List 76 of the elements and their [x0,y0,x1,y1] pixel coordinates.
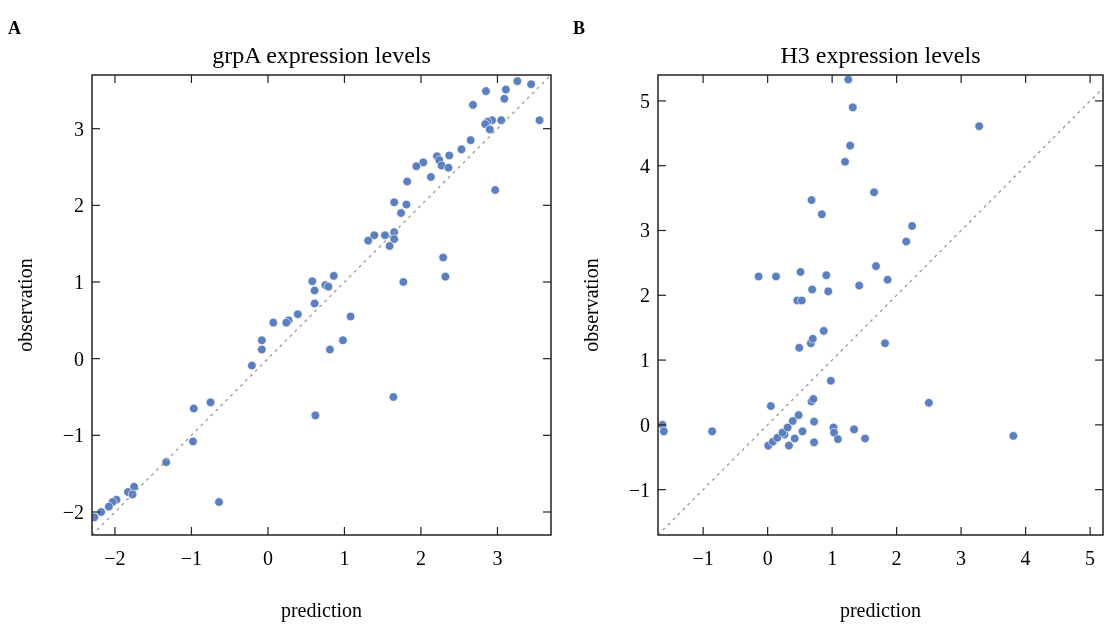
point [784,440,794,451]
x-tick-label: 4 [1020,547,1031,569]
point [797,426,808,436]
point [754,271,764,282]
y-axis-title: observation [14,258,36,352]
point [826,376,836,386]
y-tick-label: 1 [640,349,650,372]
y-tick-label: 2 [74,194,84,217]
y-tick-label: 1 [74,271,84,293]
point [833,434,843,444]
point [766,401,776,411]
y-axis-title: observation [580,258,602,352]
x-tick-label: 3 [956,547,967,569]
x-tick-label: 0 [262,547,273,569]
text: B [573,18,586,38]
point [860,433,870,444]
point [783,422,793,433]
point [707,426,717,436]
point [1008,431,1018,441]
y-tick-label: 0 [640,413,650,436]
point [848,102,858,112]
x-axis-title: prediction [839,599,922,622]
y-tick-label: 4 [640,154,650,177]
x-tick-label: −1 [180,547,203,569]
chart-title: H3 expression levels [780,42,981,68]
point [797,295,807,306]
point [809,417,819,427]
point [880,338,890,348]
point [806,195,817,205]
point [849,424,859,434]
point [809,437,819,447]
point [817,209,827,219]
point [819,326,829,336]
point [924,398,934,408]
point [871,261,881,271]
chart-title: grpA expression levels [212,42,431,68]
point [795,267,806,277]
y-tick-label: −1 [62,424,84,447]
point [854,280,864,291]
point [808,334,818,344]
y-tick-label: 5 [640,89,650,112]
y-tick-label: 3 [640,219,650,242]
x-tick-label: −1 [692,547,714,569]
point [840,157,850,167]
y-tick-label: 0 [74,347,84,370]
text: A [8,18,21,38]
x-axis-title: prediction [280,599,363,622]
point [771,271,781,282]
x-tick-label: 1 [827,547,838,569]
x-tick-label: 3 [492,547,503,569]
point [974,121,984,131]
point [807,284,817,295]
point [790,433,800,444]
point [907,221,917,231]
y-tick-label: 3 [74,117,84,140]
point [821,270,831,280]
point [659,426,669,436]
y-tick-label: −1 [628,478,650,501]
point [845,141,855,151]
point [882,275,893,285]
x-tick-label: 1 [339,547,350,569]
point [869,187,879,197]
point [793,410,804,420]
point [901,236,911,247]
point [788,416,798,426]
x-tick-label: −2 [104,547,126,569]
x-tick-label: 2 [415,547,426,569]
point [794,343,804,353]
y-tick-label: −2 [62,501,84,523]
point [843,75,853,85]
x-tick-label: 0 [762,547,773,569]
point [823,286,833,296]
x-tick-label: 2 [891,547,902,569]
y-tick-label: 2 [640,284,650,307]
point [829,428,839,438]
x-tick-label: 5 [1085,547,1096,569]
